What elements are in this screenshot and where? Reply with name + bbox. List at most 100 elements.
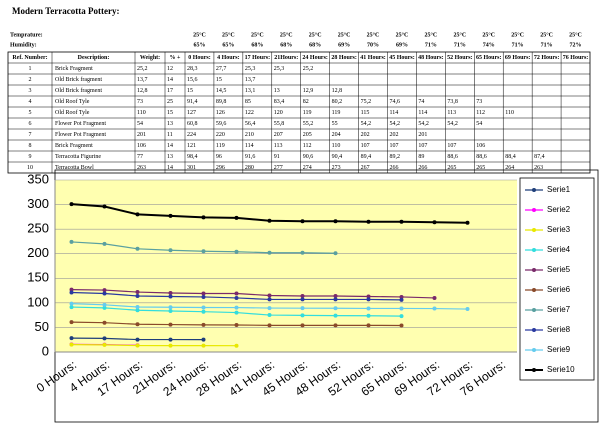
plot-area	[55, 180, 517, 352]
cell: 220	[216, 132, 225, 138]
cell: 82	[303, 99, 309, 105]
cell: 14	[167, 77, 173, 83]
legend-marker	[532, 348, 536, 352]
marker	[300, 219, 305, 224]
table-border	[7, 51, 591, 174]
cell: 91,4	[187, 99, 198, 105]
cell: 14	[167, 143, 173, 149]
cell: 90,6	[303, 154, 314, 160]
temperature: 25°C	[425, 31, 438, 38]
cell: 12,9	[303, 88, 314, 94]
marker	[69, 342, 74, 347]
legend-marker	[532, 268, 536, 272]
marker	[69, 239, 74, 244]
column-header: 0 Hours:	[188, 55, 211, 61]
marker	[168, 322, 173, 327]
marker	[135, 308, 140, 313]
marker	[234, 215, 239, 220]
cell: 13	[274, 88, 280, 94]
temperature: 25°C	[482, 31, 495, 38]
marker	[135, 304, 140, 309]
cell: 263	[534, 165, 543, 171]
cell: 77	[137, 154, 143, 160]
cell: 201	[418, 132, 427, 138]
cell: 267	[361, 165, 370, 171]
cell: 55,2	[303, 121, 314, 127]
cell: 266	[418, 165, 427, 171]
cell: 56,4	[245, 121, 256, 127]
cell: 13	[167, 154, 173, 160]
humidity: 71%	[454, 42, 466, 48]
cell: 89,4	[361, 154, 372, 160]
humidity: 65%	[222, 42, 234, 48]
marker	[366, 313, 371, 318]
column-header: 28 Hours:	[331, 55, 357, 61]
cell: 201	[137, 132, 146, 138]
cell: Old Brick fragment	[55, 76, 102, 83]
temperature: 25°C	[251, 31, 264, 38]
marker	[135, 293, 140, 298]
marker	[300, 250, 305, 255]
marker	[267, 323, 272, 328]
cell: 91,6	[245, 154, 256, 160]
cell: 12,8	[137, 88, 148, 94]
marker	[432, 295, 437, 300]
marker	[168, 291, 173, 296]
cell: 110	[332, 143, 341, 149]
temperature: 25°C	[453, 31, 466, 38]
cell: 96	[216, 154, 222, 160]
column-header: 69 Hours:	[505, 55, 531, 61]
humidity: 68%	[280, 42, 292, 48]
column-header: 76 Hours:	[563, 55, 589, 61]
cell: 263	[137, 165, 146, 171]
legend-marker	[532, 248, 536, 252]
temperature: 25°C	[338, 31, 351, 38]
marker	[201, 322, 206, 327]
marker	[465, 220, 470, 225]
cell: 274	[303, 165, 312, 171]
cell: 114	[418, 110, 427, 116]
temperature: 25°C	[309, 31, 322, 38]
cell: 107	[418, 143, 427, 149]
column-header: Ref. Number:	[12, 55, 47, 61]
cell: 89	[418, 154, 424, 160]
marker	[234, 322, 239, 327]
cell: Old Roof Tyle	[55, 109, 90, 116]
cell: 89,8	[216, 99, 227, 105]
legend-marker	[532, 368, 536, 372]
marker	[69, 301, 74, 306]
cell: 2	[29, 77, 32, 83]
cell: 11	[167, 132, 173, 138]
cell: 25,2	[303, 66, 314, 72]
legend-label: Serie3	[547, 225, 571, 234]
marker	[366, 219, 371, 224]
marker	[267, 306, 272, 311]
marker	[69, 305, 74, 310]
cell: 91	[274, 154, 280, 160]
humidity: 68%	[309, 42, 321, 48]
cell: Old Brick fragment	[55, 87, 102, 94]
cell: 265	[476, 165, 485, 171]
cell: 88,6	[447, 154, 458, 160]
column-header: 45 Hours:	[389, 55, 415, 61]
column-header: Weight:	[140, 55, 160, 61]
cell: 60,8	[187, 121, 198, 127]
cell: 73,8	[447, 99, 458, 105]
marker	[399, 306, 404, 311]
marker	[267, 313, 272, 318]
marker	[333, 219, 338, 224]
cell: 4	[29, 99, 32, 105]
marker	[366, 323, 371, 328]
legend-marker	[532, 228, 536, 232]
marker	[234, 291, 239, 296]
cell: Terracotta Figurine	[55, 154, 101, 160]
cell: Terracotta Bowl	[55, 165, 94, 171]
column-header: 4 Hours:	[217, 55, 240, 61]
cell: 204	[332, 132, 341, 138]
cell: 83,4	[274, 99, 285, 105]
marker	[234, 310, 239, 315]
humidity: 71%	[512, 42, 524, 48]
column-header: 24 Hours:	[302, 55, 328, 61]
cell: Brick Fragment	[55, 66, 93, 72]
cell: 202	[390, 132, 399, 138]
